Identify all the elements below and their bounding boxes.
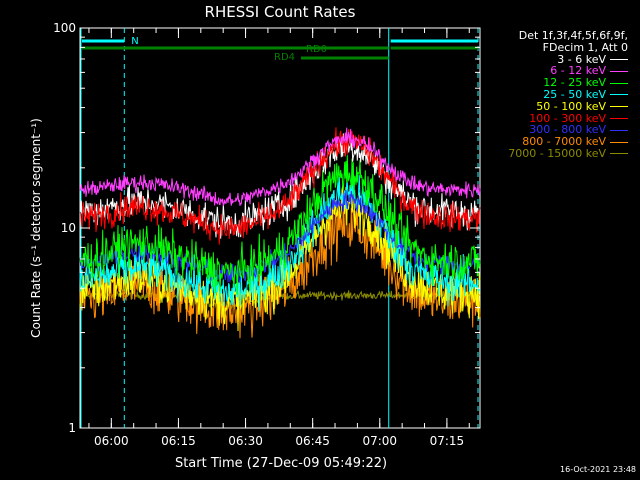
legend-header-line2: FDecim 1, Att 0	[542, 40, 628, 54]
legend-entry: 6 - 12 keV	[486, 65, 632, 77]
axes: 1 10 100 06:00 06:15 06:30 06:45 07:00 07:15	[53, 21, 480, 448]
y-tick-label: 1	[68, 421, 76, 435]
plot-frame	[79, 27, 481, 429]
legend-label: 25 - 50 keV	[543, 87, 606, 101]
legend-label: 6 - 12 keV	[550, 64, 606, 78]
legend-swatch	[610, 141, 628, 143]
series-line-100-300kev	[79, 127, 481, 245]
generation-timestamp: 16-Oct-2021 23:48	[560, 465, 636, 474]
legend-swatch	[610, 82, 628, 84]
legend-swatch	[610, 153, 628, 155]
x-tick-label: 07:00	[362, 434, 397, 448]
legend-swatch	[610, 117, 628, 119]
rd0-label: RD0	[306, 44, 327, 55]
legend-entry: 25 - 50 keV	[486, 89, 632, 101]
legend-label: 300 - 800 keV	[529, 123, 606, 137]
chart-title: RHESSI Count Rates	[205, 3, 356, 21]
y-axis-label: Count Rate (s⁻¹ detector segment⁻¹)	[29, 118, 43, 338]
legend-swatch	[610, 106, 628, 108]
series-line-12-25kev	[79, 155, 481, 295]
legend-label: 12 - 25 keV	[543, 76, 606, 90]
legend-entry: 7000 - 15000 keV	[486, 148, 632, 160]
series-line-6-12kev	[79, 127, 481, 207]
x-tick-label: 06:00	[94, 434, 129, 448]
legend-label: 50 - 100 keV	[536, 99, 606, 113]
legend-entry: 800 - 7000 keV	[486, 136, 632, 148]
legend-entry: 50 - 100 keV	[486, 99, 632, 113]
legend-entry: 100 - 300 keV	[486, 111, 632, 125]
legend-entry: 300 - 800 keV	[486, 124, 632, 136]
legend-entry: 12 - 25 keV	[486, 77, 632, 89]
x-axis-label: Start Time (27-Dec-09 05:49:22)	[175, 456, 387, 471]
legend-label: 800 - 7000 keV	[522, 135, 606, 149]
y-tick-label: 100	[53, 21, 76, 35]
legend-entry: 3 - 6 keV	[486, 52, 632, 66]
rd4-label: RD4	[274, 52, 295, 63]
x-tick-label: 06:45	[295, 434, 330, 448]
series-layer	[79, 127, 481, 339]
x-tick-label: 07:15	[430, 434, 465, 448]
legend-swatch	[610, 94, 628, 96]
legend-label: 100 - 300 keV	[529, 111, 606, 125]
legend-label: 3 - 6 keV	[557, 52, 606, 66]
x-tick-label: 06:15	[161, 434, 196, 448]
legend: Det 1f,3f,4f,5f,6f,9f, FDecim 1, Att 0 3…	[486, 30, 632, 160]
series-line-25-50kev	[79, 175, 481, 312]
y-tick-label: 10	[61, 221, 76, 235]
legend-swatch	[610, 58, 628, 60]
night-label: N	[131, 36, 138, 47]
x-tick-label: 06:30	[228, 434, 263, 448]
legend-swatch	[610, 129, 628, 131]
attenuator-annotations: N RD0 RD4	[80, 28, 479, 428]
legend-label: 7000 - 15000 keV	[508, 146, 606, 160]
legend-swatch	[610, 70, 628, 72]
legend-header-line1: Det 1f,3f,4f,5f,6f,9f,	[518, 29, 628, 42]
